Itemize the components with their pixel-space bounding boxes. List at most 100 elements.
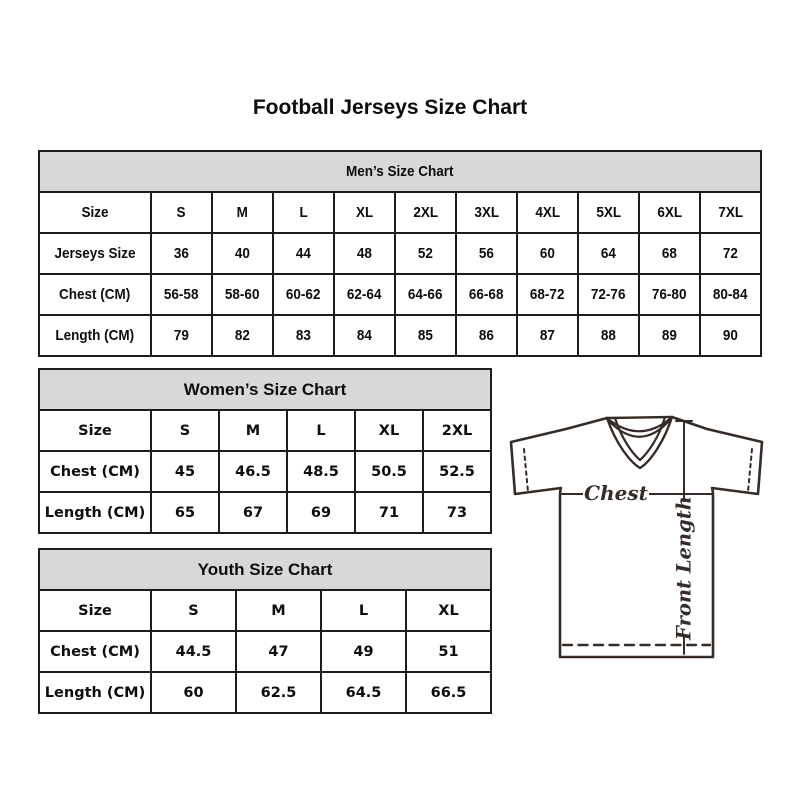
table-cell: 49 — [320, 630, 407, 673]
cell-text: 48 — [356, 245, 373, 262]
cell-text: Jerseys Size — [54, 245, 136, 262]
cell-text: 87 — [539, 327, 556, 344]
table-cell: 46.5 — [218, 450, 288, 493]
cell-text: Length (CM) — [55, 327, 135, 344]
table-row: Chest (CM) 56-58 58-60 60-62 62-64 64-66… — [38, 273, 763, 316]
table-cell: 85 — [394, 314, 457, 357]
mens-table-title: Men’s Size Chart — [37, 150, 763, 193]
cell-text: 72 — [723, 245, 739, 262]
table-cell: Jerseys Size — [38, 232, 152, 275]
table-cell: 62-64 — [333, 273, 396, 316]
cell-text: M — [236, 204, 249, 221]
cell-text: Chest (CM) — [59, 286, 131, 303]
table-cell: 66-68 — [455, 273, 518, 316]
table-cell: L — [286, 409, 356, 452]
table-cell: 80-84 — [698, 273, 763, 316]
table-cell: Size — [38, 409, 152, 452]
table-cell: 45 — [150, 450, 220, 493]
table-cell: 68-72 — [516, 273, 579, 316]
cell-text: 56 — [478, 245, 495, 262]
cell-text: 88 — [600, 327, 617, 344]
table-row: Length (CM) 79 82 83 84 85 86 87 88 89 9… — [38, 314, 763, 357]
youth-table-title: Youth Size Chart — [37, 548, 493, 591]
table-row: Chest (CM) 45 46.5 48.5 50.5 52.5 — [38, 450, 493, 493]
cell-text: 66-68 — [469, 286, 504, 303]
table-cell: Length (CM) — [38, 314, 152, 357]
table-row: Size S M L XL — [38, 589, 493, 632]
table-cell: 44 — [272, 232, 335, 275]
table-cell: 56 — [455, 232, 518, 275]
table-cell: 60 — [516, 232, 579, 275]
table-cell: 47 — [235, 630, 322, 673]
cell-text: 60-62 — [286, 286, 321, 303]
cell-text: 72-76 — [591, 286, 626, 303]
cell-text: 68-72 — [530, 286, 565, 303]
table-cell: Length (CM) — [38, 671, 152, 714]
cell-text: 85 — [417, 327, 434, 344]
table-cell: 48 — [333, 232, 396, 275]
table-cell: 84 — [333, 314, 396, 357]
page-title: Football Jerseys Size Chart — [252, 96, 528, 119]
table-cell: 66.5 — [404, 671, 493, 714]
table-cell: 2XL — [394, 191, 457, 234]
cell-text: 52 — [417, 245, 434, 262]
cell-text: 4XL — [535, 204, 560, 221]
cell-text: 3XL — [474, 204, 499, 221]
table-cell: 65 — [150, 491, 220, 534]
cell-text: 90 — [723, 327, 739, 344]
table-cell: 3XL — [455, 191, 518, 234]
cell-text: 64 — [600, 245, 617, 262]
cell-text: 56-58 — [164, 286, 199, 303]
table-cell: 86 — [455, 314, 518, 357]
cell-text: 79 — [173, 327, 190, 344]
table-cell: Length (CM) — [38, 491, 152, 534]
jersey-outline-icon: Chest Front Length — [509, 415, 764, 659]
mens-size-table: Men’s Size Chart Size S M L XL 2XL 3XL 4… — [37, 150, 763, 357]
table-cell: XL — [404, 589, 493, 632]
table-cell: M — [218, 409, 288, 452]
cell-text: 76-80 — [652, 286, 687, 303]
table-row: Size S M L XL 2XL — [38, 409, 493, 452]
youth-table-header-row: Youth Size Chart — [37, 548, 493, 591]
table-cell: 82 — [211, 314, 274, 357]
cell-text: 83 — [295, 327, 312, 344]
cell-text: 86 — [478, 327, 495, 344]
youth-size-table: Youth Size Chart Size S M L XL Chest (CM… — [37, 548, 493, 714]
jersey-diagram: Chest Front Length — [504, 402, 776, 679]
table-cell: 68 — [638, 232, 701, 275]
table-cell: 2XL — [421, 409, 493, 452]
table-cell: 90 — [698, 314, 763, 357]
table-cell: 36 — [150, 232, 213, 275]
table-cell: S — [150, 409, 220, 452]
mens-table-title-text: Men’s Size Chart — [346, 163, 454, 180]
table-cell: 7XL — [698, 191, 763, 234]
front-length-measure-label: Front Length — [673, 496, 696, 641]
table-cell: 79 — [150, 314, 213, 357]
cell-text: 6XL — [657, 204, 682, 221]
table-cell: 87 — [516, 314, 579, 357]
cell-text: 62-64 — [347, 286, 382, 303]
table-row: Size S M L XL 2XL 3XL 4XL 5XL 6XL 7XL — [38, 191, 763, 234]
cell-text: 36 — [173, 245, 190, 262]
cell-text: 64-66 — [408, 286, 443, 303]
table-cell: 71 — [354, 491, 424, 534]
table-cell: 64 — [577, 232, 640, 275]
table-cell: 64.5 — [320, 671, 407, 714]
table-cell: 5XL — [577, 191, 640, 234]
cell-text: XL — [355, 204, 374, 221]
womens-table-title: Women’s Size Chart — [37, 368, 493, 411]
table-cell: 60 — [150, 671, 237, 714]
table-cell: 51 — [404, 630, 493, 673]
mens-table-header-row: Men’s Size Chart — [37, 150, 763, 193]
cell-text: 44 — [295, 245, 312, 262]
table-cell: 50.5 — [354, 450, 424, 493]
table-cell: 4XL — [516, 191, 579, 234]
table-row: Chest (CM) 44.5 47 49 51 — [38, 630, 493, 673]
table-cell: 58-60 — [211, 273, 274, 316]
table-cell: 76-80 — [638, 273, 701, 316]
table-cell: 40 — [211, 232, 274, 275]
table-cell: S — [150, 589, 237, 632]
table-cell: M — [235, 589, 322, 632]
table-cell: 69 — [286, 491, 356, 534]
womens-size-table: Women’s Size Chart Size S M L XL 2XL Che… — [37, 368, 493, 534]
